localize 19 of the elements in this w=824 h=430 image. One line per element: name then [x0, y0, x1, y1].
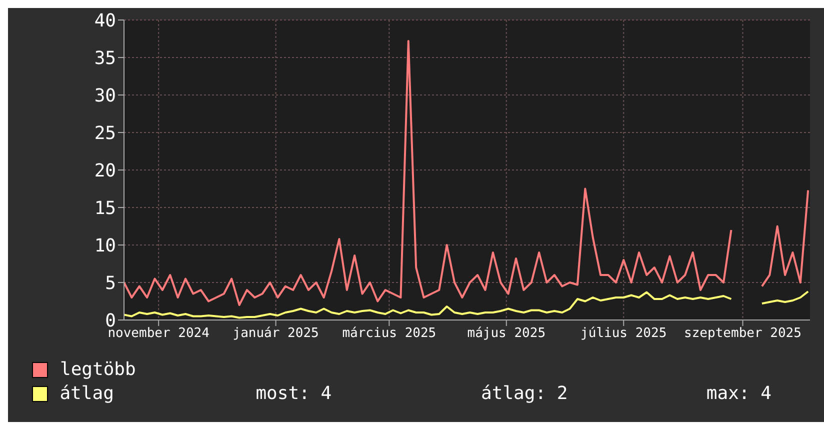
x-tick-label: november 2024	[108, 326, 210, 342]
y-tick-label: 5	[105, 272, 116, 294]
x-tick-label: szeptember 2025	[684, 326, 802, 342]
y-tick-label: 35	[94, 48, 116, 69]
text: most: 4	[256, 382, 333, 406]
x-tick-label: július 2025	[580, 326, 667, 342]
y-tick-label: 30	[94, 85, 116, 106]
legend-label: legtöbb	[60, 358, 137, 382]
y-tick-label: 25	[94, 122, 116, 144]
text: átlag: 2	[481, 382, 569, 406]
text: max: 4	[706, 382, 772, 406]
y-tick-label: 10	[94, 235, 116, 256]
x-tick-label: január 2025	[232, 326, 319, 342]
y-tick-label: 40	[94, 10, 116, 32]
x-tick-label: május 2025	[467, 326, 546, 342]
y-tick-label: 15	[94, 198, 116, 219]
x-tick-label: március 2025	[342, 326, 436, 342]
legend-label: átlag	[60, 382, 115, 406]
y-tick-label: 20	[94, 160, 116, 182]
